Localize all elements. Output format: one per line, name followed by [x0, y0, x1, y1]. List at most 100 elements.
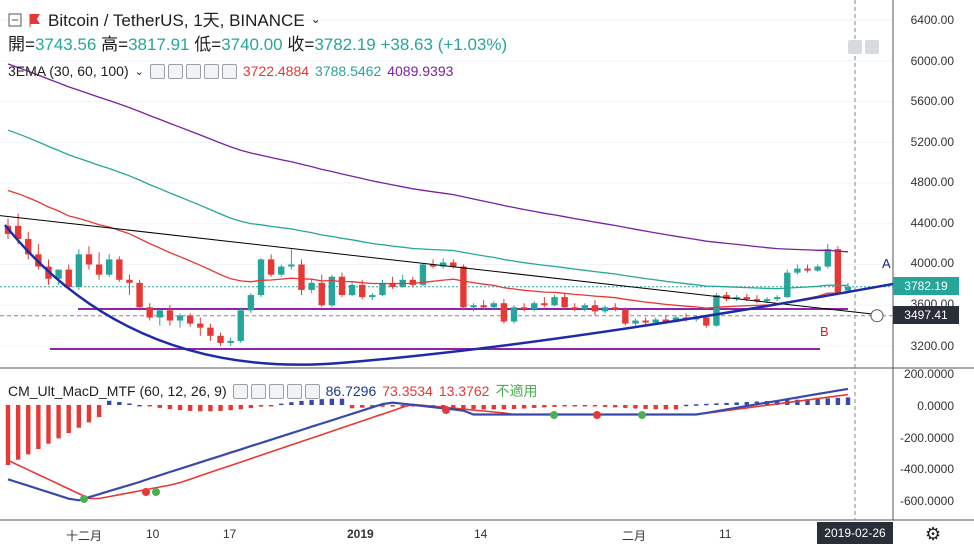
ema-legend: 3EMA (30, 60, 100) ⌄ 3722.4884 3788.5462…: [8, 63, 453, 79]
collapse-icon[interactable]: [8, 12, 22, 26]
candle-body: [14, 225, 22, 240]
macd-label[interactable]: CM_Ult_MacD_MTF (60, 12, 26, 9): [8, 383, 227, 399]
candle-body: [409, 279, 417, 285]
macd-histogram-bar: [451, 405, 456, 409]
more-icon[interactable]: [286, 383, 302, 399]
candle-body: [804, 268, 811, 271]
macd-histogram-bar: [36, 405, 41, 450]
code-icon[interactable]: [268, 383, 284, 399]
candle-body: [25, 239, 32, 255]
time-tick: 十二月: [66, 529, 103, 543]
candle-body: [278, 266, 285, 275]
macd-histogram-bar: [532, 405, 537, 408]
indicator-buttons: [232, 383, 320, 399]
macd-histogram-bar: [440, 405, 446, 408]
macd-histogram-bar: [56, 405, 61, 439]
macd-histogram-bar: [481, 405, 486, 410]
candle-body: [106, 259, 113, 275]
macd-histogram-bar: [228, 405, 233, 411]
candle-body: [116, 259, 123, 280]
histogram-value: 13.3762: [438, 383, 490, 399]
close-value: 3782.19: [314, 35, 376, 54]
eye-icon[interactable]: [149, 63, 165, 79]
macd-histogram-bar: [693, 404, 699, 406]
candle-body: [379, 282, 386, 296]
annotation-a: A: [882, 256, 891, 271]
macd-cross-dot: [142, 488, 150, 496]
candle-body: [490, 303, 497, 308]
macd-histogram-bar: [46, 405, 51, 444]
code-icon[interactable]: [185, 63, 201, 79]
candle-body: [541, 303, 548, 306]
ema-label[interactable]: 3EMA (30, 60, 100): [8, 63, 129, 79]
gear-icon[interactable]: [250, 383, 266, 399]
candle-body: [227, 340, 234, 343]
macd-legend: CM_Ult_MacD_MTF (60, 12, 26, 9) 86.7296 …: [8, 381, 537, 401]
candle-body: [176, 315, 184, 321]
time-tick: 17: [223, 527, 237, 541]
price-tick: 3200.00: [910, 339, 954, 353]
eye-icon[interactable]: [232, 383, 248, 399]
maximize-pane-icon[interactable]: [865, 40, 879, 54]
macd-cross-dot: [442, 406, 450, 414]
high-label: 高=: [101, 35, 129, 54]
candle-body: [166, 310, 174, 321]
macd-value: 86.7296: [325, 383, 377, 399]
macd-histogram-bar: [643, 405, 648, 409]
candle-body: [389, 282, 396, 287]
macd-histogram-bar: [845, 397, 851, 405]
macd-histogram-bar: [289, 402, 294, 405]
settings-gear-icon[interactable]: ⚙: [925, 524, 942, 544]
ema100-line: [7, 63, 849, 253]
ema-lines: [7, 63, 849, 309]
low-value: 3740.00: [221, 35, 283, 54]
macd-histogram-bar: [26, 405, 31, 455]
macd-histogram-bar: [218, 405, 223, 411]
chevron-down-icon[interactable]: ⌄: [310, 11, 321, 26]
ema100-value: 4089.9393: [387, 63, 454, 79]
chevron-down-icon[interactable]: ⌄: [134, 65, 144, 78]
macd-histogram-bar: [66, 405, 71, 434]
candle-body: [743, 297, 750, 300]
more-icon[interactable]: [203, 63, 219, 79]
trend-line: [0, 215, 881, 316]
time-tick: 11: [719, 527, 732, 541]
macd-histogram-bar: [5, 405, 11, 466]
candle-body: [601, 307, 609, 312]
drawings: [0, 215, 894, 366]
candle-body: [156, 310, 164, 318]
candle-body: [95, 264, 103, 275]
macd-histogram-bar: [562, 405, 567, 407]
macd-histogram-bar: [299, 400, 304, 405]
symbol-header: Bitcoin / TetherUS, 1天, BINANCE ⌄: [8, 6, 321, 31]
ema60-line: [7, 129, 849, 290]
macd-histogram-bar: [582, 405, 588, 407]
symbol-title[interactable]: Bitcoin / TetherUS, 1天, BINANCE: [48, 11, 305, 30]
close-icon[interactable]: [221, 63, 237, 79]
candle-body: [126, 279, 133, 283]
candle-body: [753, 299, 761, 302]
candle-body: [85, 254, 93, 265]
price-tick: 5600.00: [910, 94, 954, 108]
candle-body: [733, 297, 740, 300]
candle-body: [257, 259, 265, 296]
candle-body: [713, 295, 720, 326]
candle-body: [318, 282, 325, 306]
candle-body: [672, 317, 680, 322]
gear-icon[interactable]: [167, 63, 183, 79]
close-icon[interactable]: [304, 383, 320, 399]
macd-histogram-bar: [744, 401, 749, 405]
macd-cross-dot: [550, 411, 558, 419]
macd-tick: -200.0000: [899, 431, 954, 445]
candle-body: [267, 259, 275, 275]
flag-icon[interactable]: [28, 12, 42, 27]
collapse-pane-icon[interactable]: [848, 40, 862, 54]
candles: [4, 213, 852, 346]
candle-body: [581, 305, 589, 310]
signal-value: 73.3534: [382, 383, 433, 399]
macd-histogram-bar: [501, 405, 507, 410]
macd-histogram-bar: [167, 405, 173, 410]
candle-body: [773, 297, 781, 300]
pane-controls: [848, 40, 879, 54]
